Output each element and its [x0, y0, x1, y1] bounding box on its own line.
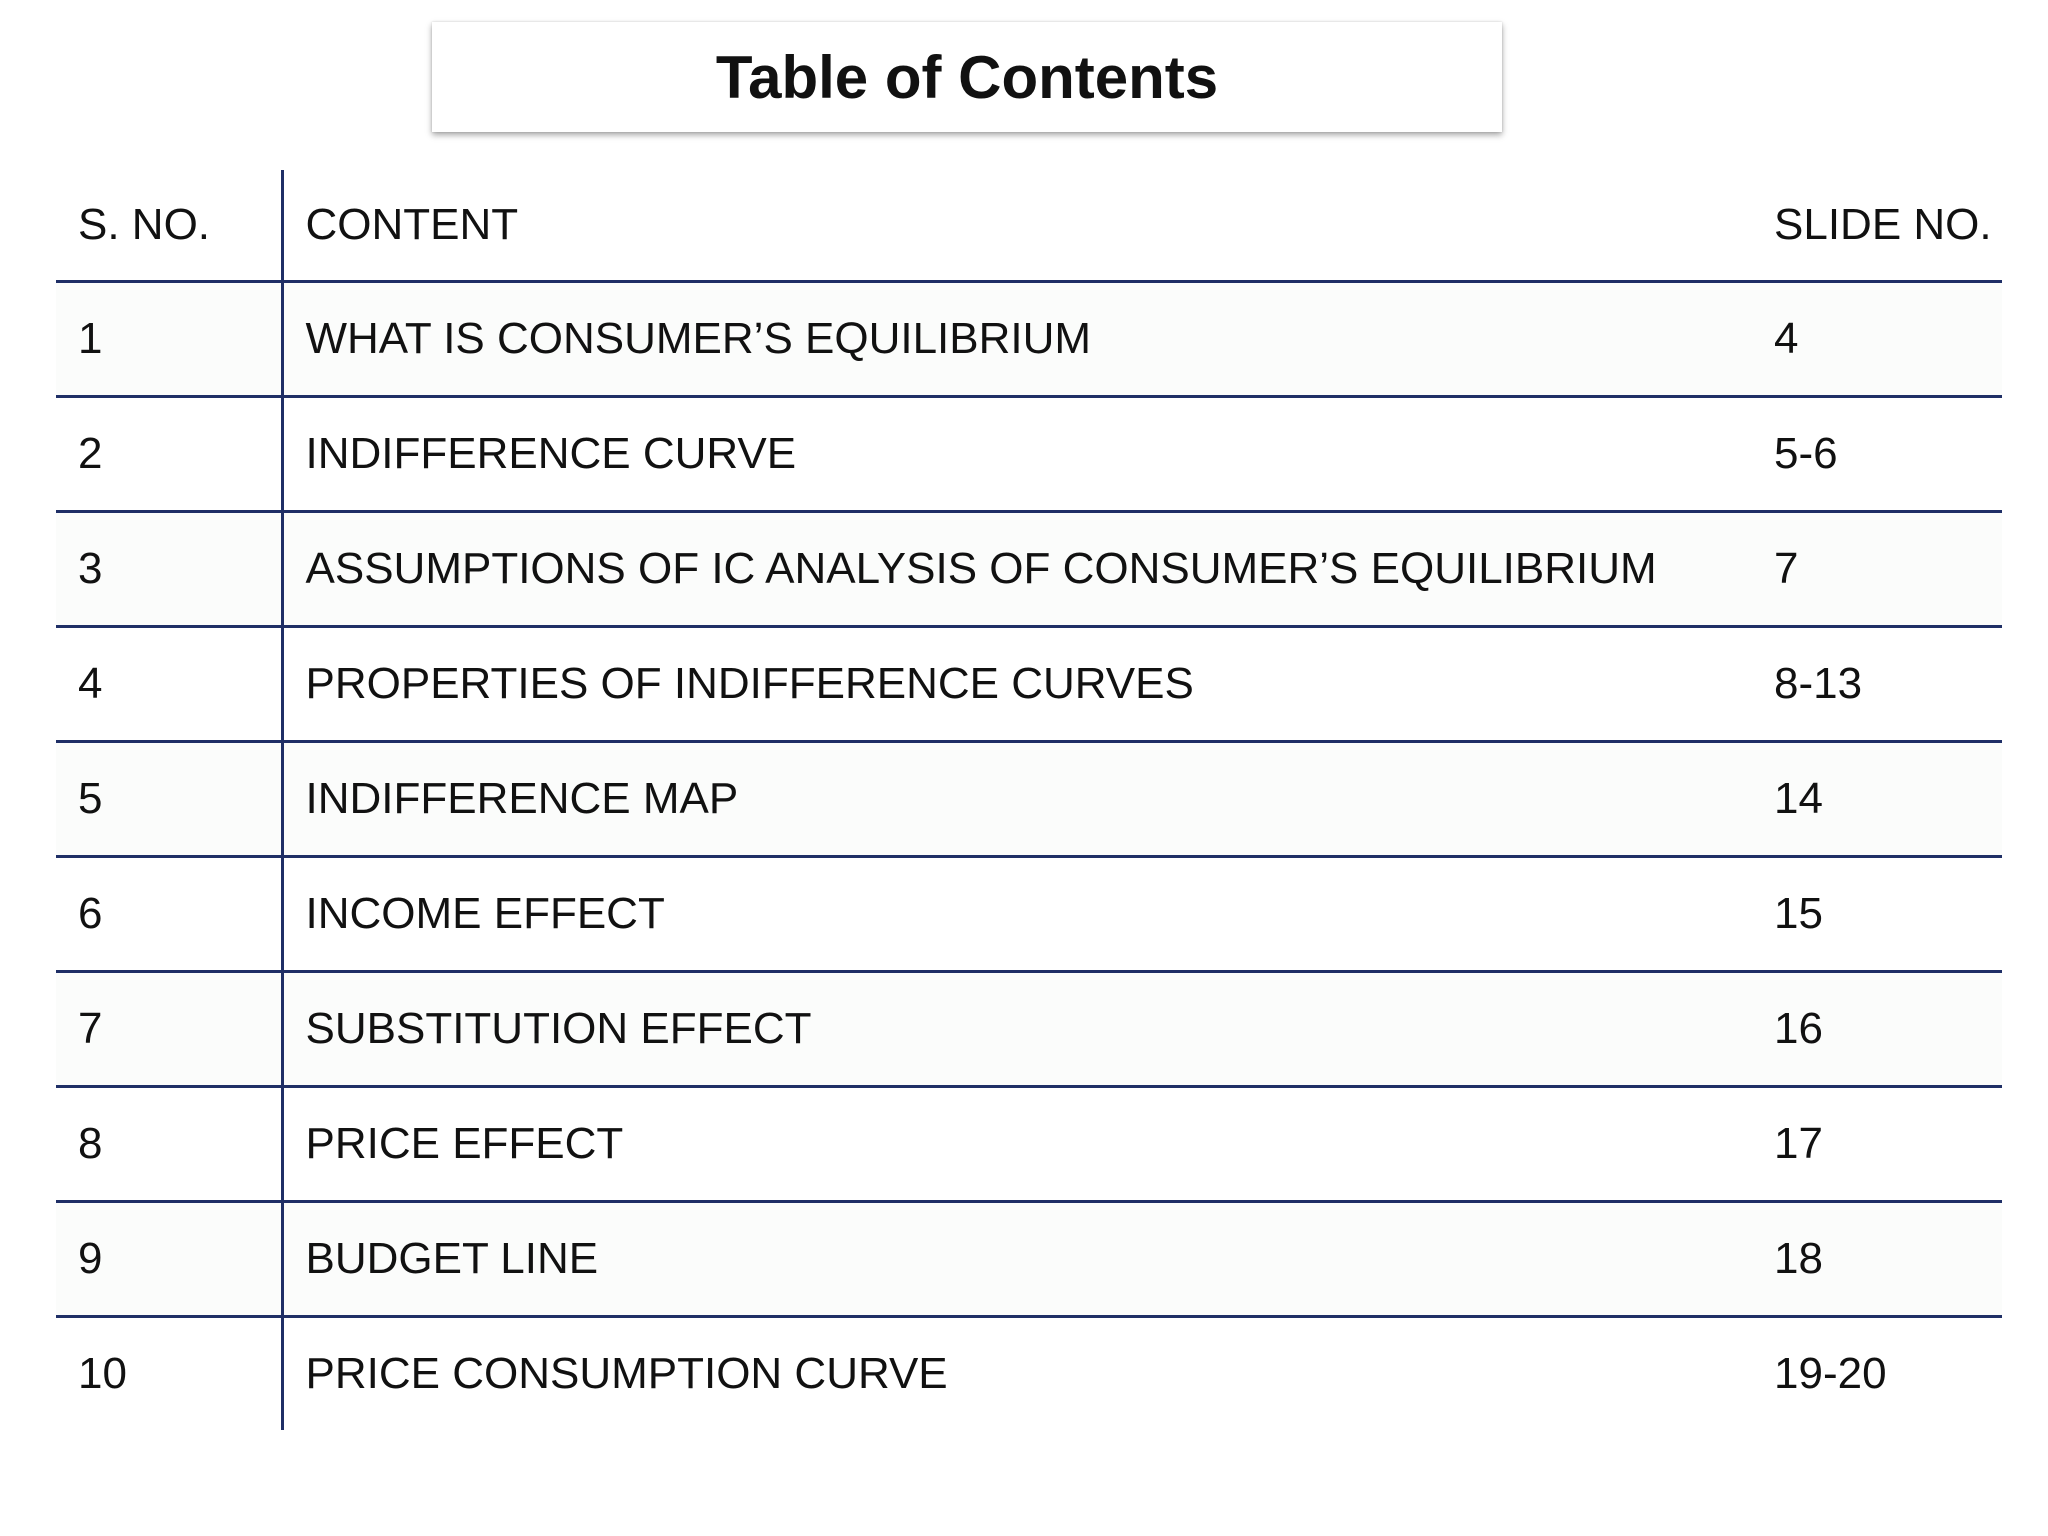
row-content: ASSUMPTIONS OF IC ANALYSIS OF CONSUMER’S… [282, 511, 1752, 628]
row-sno: 7 [56, 971, 284, 1088]
row-content: SUBSTITUTION EFFECT [282, 971, 1752, 1088]
page-title: Table of Contents [715, 43, 1219, 111]
row-slide-no: 4 [1752, 281, 2002, 398]
row-content: PROPERTIES OF INDIFFERENCE CURVES [282, 626, 1752, 743]
row-sno: 8 [56, 1086, 284, 1203]
title-box: Table of Contents [432, 22, 1502, 132]
header-slide-no: SLIDE NO. [1752, 170, 2002, 283]
row-sno: 1 [56, 281, 284, 398]
row-sno: 9 [56, 1201, 284, 1318]
row-sno: 6 [56, 856, 284, 973]
toc-table: S. NO. CONTENT SLIDE NO. 1 WHAT IS CONSU… [56, 170, 2002, 1430]
row-sno: 3 [56, 511, 284, 628]
table-row: 7 SUBSTITUTION EFFECT 16 [56, 971, 2002, 1088]
table-row: 1 WHAT IS CONSUMER’S EQUILIBRIUM 4 [56, 281, 2002, 398]
row-sno: 2 [56, 396, 284, 513]
header-content: CONTENT [282, 170, 1752, 283]
row-content: INDIFFERENCE CURVE [282, 396, 1752, 513]
row-slide-no: 17 [1752, 1086, 2002, 1203]
row-content: WHAT IS CONSUMER’S EQUILIBRIUM [282, 281, 1752, 398]
row-slide-no: 16 [1752, 971, 2002, 1088]
row-content: INDIFFERENCE MAP [282, 741, 1752, 858]
row-content: PRICE CONSUMPTION CURVE [282, 1316, 1752, 1430]
row-sno: 10 [56, 1316, 284, 1430]
row-slide-no: 14 [1752, 741, 2002, 858]
table-row: 8 PRICE EFFECT 17 [56, 1086, 2002, 1203]
table-row: 3 ASSUMPTIONS OF IC ANALYSIS OF CONSUMER… [56, 511, 2002, 628]
row-slide-no: 15 [1752, 856, 2002, 973]
table-row: 4 PROPERTIES OF INDIFFERENCE CURVES 8-13 [56, 626, 2002, 743]
table-row: 5 INDIFFERENCE MAP 14 [56, 741, 2002, 858]
row-sno: 5 [56, 741, 284, 858]
header-sno: S. NO. [56, 170, 284, 283]
table-header-row: S. NO. CONTENT SLIDE NO. [56, 170, 2002, 283]
table-row: 6 INCOME EFFECT 15 [56, 856, 2002, 973]
row-slide-no: 19-20 [1752, 1316, 2002, 1430]
row-slide-no: 18 [1752, 1201, 2002, 1318]
row-content: INCOME EFFECT [282, 856, 1752, 973]
table-row: 9 BUDGET LINE 18 [56, 1201, 2002, 1318]
row-slide-no: 8-13 [1752, 626, 2002, 743]
row-slide-no: 7 [1752, 511, 2002, 628]
row-content: BUDGET LINE [282, 1201, 1752, 1318]
table-row: 10 PRICE CONSUMPTION CURVE 19-20 [56, 1316, 2002, 1430]
row-content: PRICE EFFECT [282, 1086, 1752, 1203]
table-row: 2 INDIFFERENCE CURVE 5-6 [56, 396, 2002, 513]
row-slide-no: 5-6 [1752, 396, 2002, 513]
row-sno: 4 [56, 626, 284, 743]
